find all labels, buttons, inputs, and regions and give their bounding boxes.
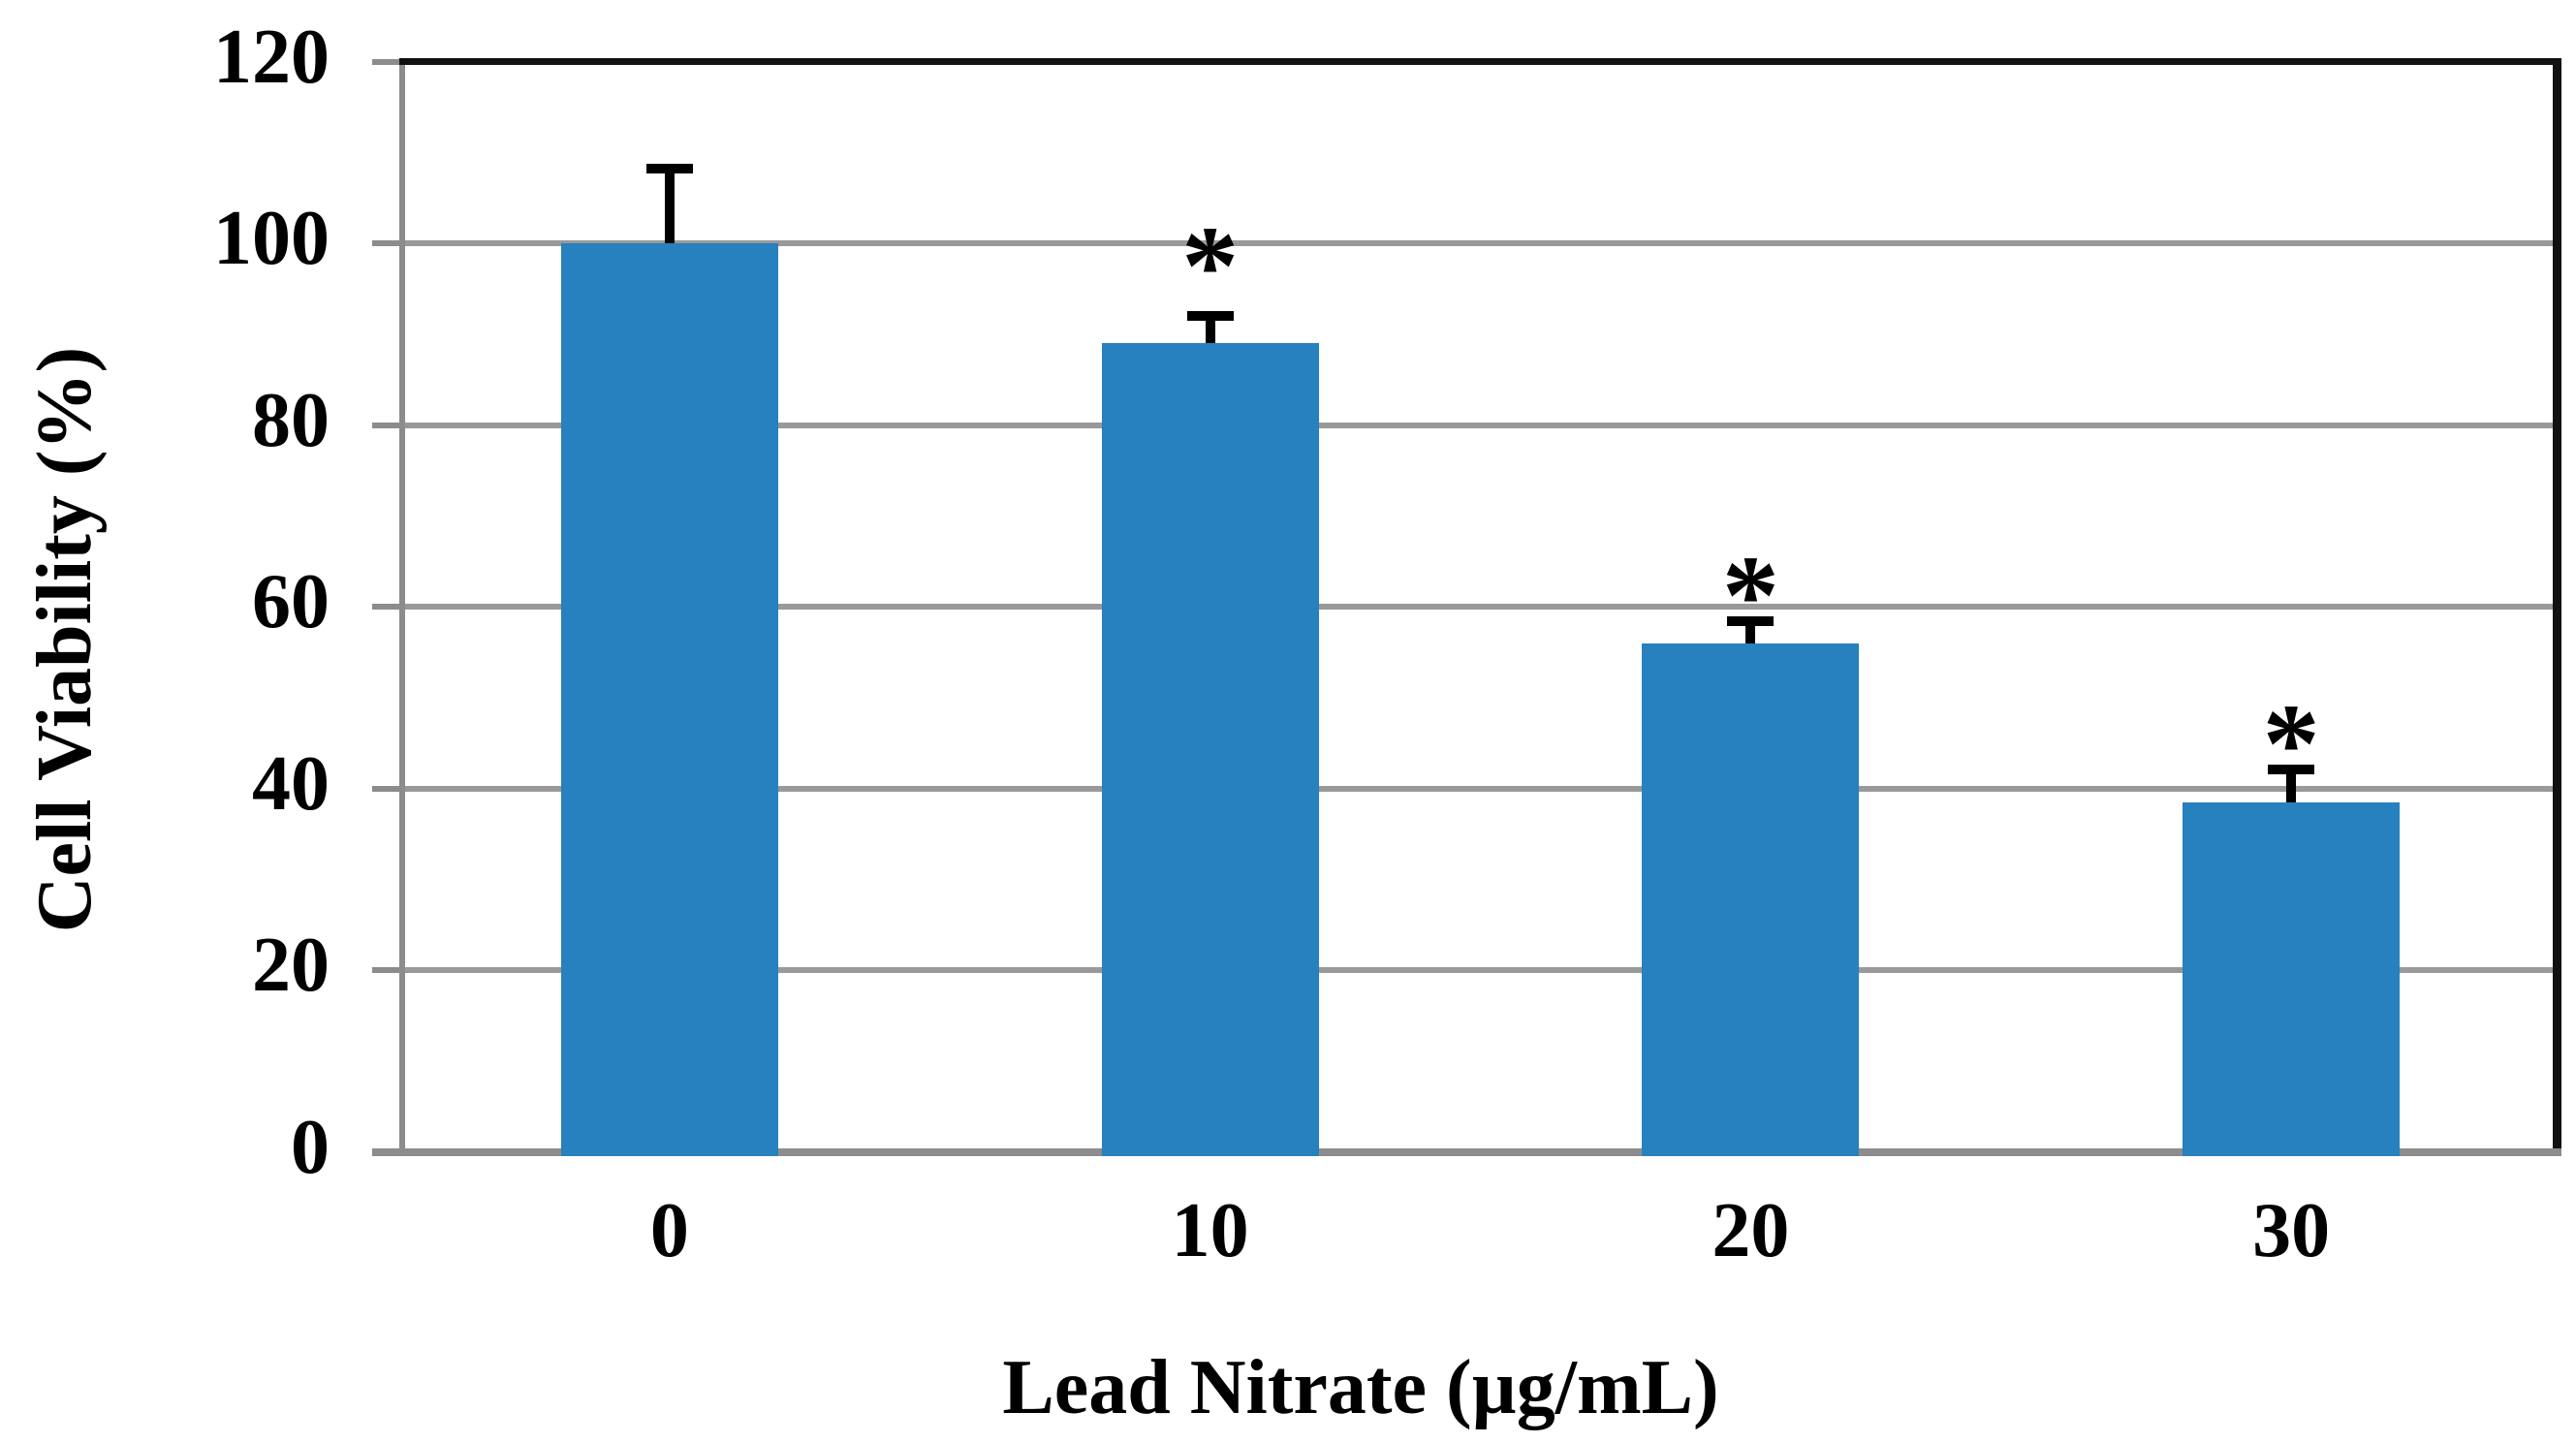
gridline (399, 422, 2561, 428)
y-tick (372, 240, 399, 247)
bar (2183, 801, 2401, 1156)
y-tick (372, 967, 399, 974)
plot-top-border (399, 58, 2561, 65)
x-tick-label: 0 (649, 1188, 689, 1273)
x-tick-label: 10 (1171, 1188, 1249, 1273)
y-tick (372, 604, 399, 611)
error-bar-stem (1745, 615, 1756, 643)
y-tick (372, 58, 399, 65)
gridline (399, 604, 2561, 611)
error-bar-cap (2268, 764, 2315, 774)
y-tick-label: 80 (252, 377, 330, 463)
y-tick-label: 60 (252, 559, 330, 645)
gridline (399, 785, 2561, 792)
bar (1101, 343, 1319, 1156)
y-tick (372, 422, 399, 428)
y-axis-line (399, 58, 405, 1156)
y-tick-label: 100 (213, 196, 330, 282)
gridline (399, 967, 2561, 974)
y-tick-label: 120 (213, 14, 330, 100)
error-bar-cap (1186, 310, 1234, 321)
error-bar-stem (2286, 764, 2297, 802)
y-tick-label: 40 (252, 740, 330, 827)
error-bar-cap (1727, 615, 1775, 626)
error-bar-stem (664, 163, 675, 244)
x-axis-title: Lead Nitrate (µg/mL) (1002, 1345, 1719, 1430)
significance-asterisk: * (2262, 679, 2320, 807)
y-tick-label: 20 (252, 923, 330, 1009)
y-tick-label: 0 (291, 1105, 330, 1190)
x-axis-line (372, 1148, 2561, 1156)
bar (1642, 643, 1860, 1156)
plot-area: * * * (372, 58, 2561, 1156)
x-tick-label: 20 (1712, 1188, 1790, 1273)
y-tick (372, 1149, 399, 1155)
plot-right-border (2553, 58, 2561, 1156)
gridline (399, 240, 2561, 247)
significance-asterisk: * (1721, 531, 1779, 659)
error-bar-stem (1205, 310, 1215, 344)
bar (560, 243, 778, 1156)
significance-asterisk: * (1181, 203, 1240, 330)
y-tick (372, 785, 399, 792)
x-tick-label: 30 (2252, 1188, 2331, 1273)
error-bar-cap (645, 163, 693, 173)
